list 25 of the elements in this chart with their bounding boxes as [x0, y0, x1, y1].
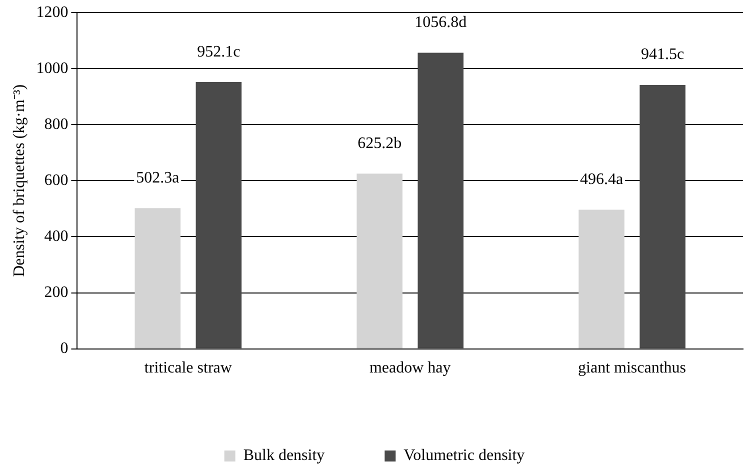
bar [578, 210, 624, 348]
legend-label: Bulk density [243, 447, 325, 464]
bar [196, 82, 242, 348]
y-tick-label: 0 [60, 340, 68, 358]
y-tick-label: 400 [44, 228, 68, 245]
y-axis-title: Density of briquettes (kg·m⁻³) [10, 84, 28, 277]
y-tick-label: 200 [44, 284, 68, 301]
y-tick-label: 1000 [36, 60, 68, 77]
bar [640, 85, 686, 348]
y-tick-label: 1200 [36, 4, 68, 21]
data-label: 502.3a [136, 169, 180, 186]
data-label: 952.1c [197, 43, 240, 60]
data-label: 1056.8d [414, 14, 467, 31]
x-tick-label: meadow hay [369, 360, 451, 377]
legend-label: Volumetric density [404, 447, 525, 464]
bar [134, 208, 181, 348]
x-tick-label: triticale straw [144, 360, 232, 377]
data-label: 625.2b [358, 134, 402, 152]
x-tick-label: giant miscanthus [578, 360, 686, 377]
bar [356, 174, 402, 348]
data-label: 496.4a [580, 170, 624, 188]
y-tick-label: 600 [44, 172, 68, 189]
data-label: 941.5c [640, 46, 684, 64]
y-tick-label: 800 [44, 116, 68, 133]
bar [418, 52, 464, 348]
